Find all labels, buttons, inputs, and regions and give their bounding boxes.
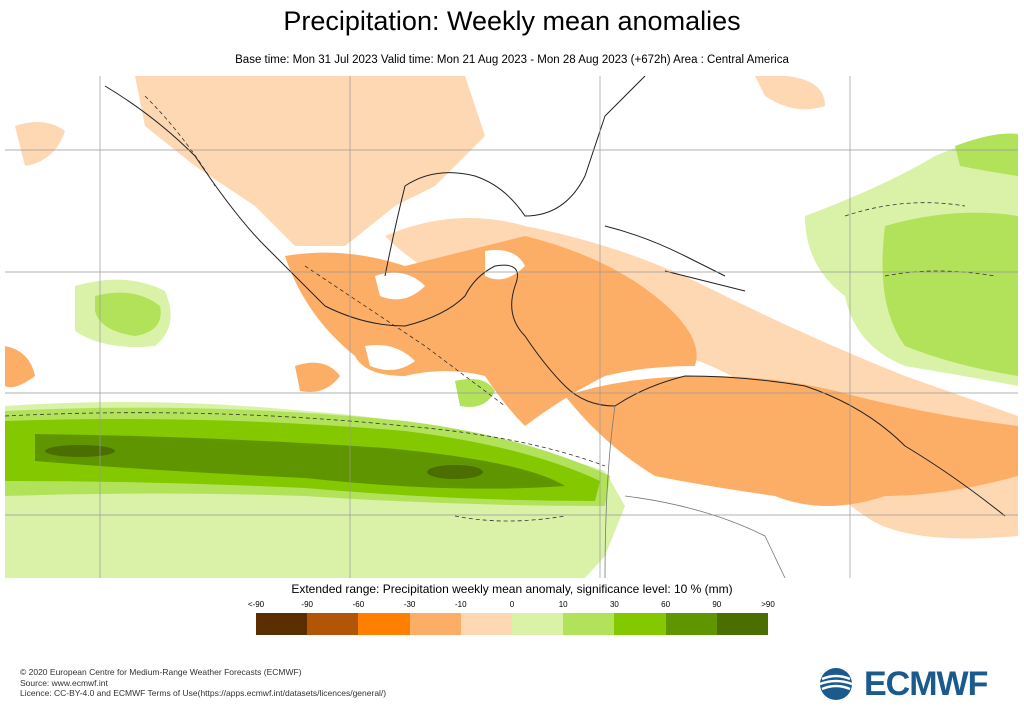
legend-tick-label: >90 — [761, 600, 775, 609]
legend-colorbar — [256, 613, 769, 635]
source-text: Source: www.ecmwf.int — [20, 677, 108, 688]
legend-tick-label: 10 — [558, 600, 568, 609]
legend-tick-label: -90 — [301, 600, 313, 609]
negative-anomaly-light — [135, 76, 485, 246]
legend-tick-label: <-90 — [247, 600, 265, 609]
legend-swatch — [563, 613, 615, 635]
ecmwf-logo-text: ECMWF — [864, 664, 988, 703]
legend-tick-label: -10 — [455, 600, 467, 609]
legend-tick-label: -60 — [352, 600, 365, 609]
graticule — [5, 76, 1018, 578]
legend-swatch — [614, 613, 666, 635]
legend-title: Extended range: Precipitation weekly mea… — [291, 582, 733, 596]
legend-swatch — [358, 613, 410, 635]
legend-swatch — [409, 613, 461, 635]
legend-tick-label: 60 — [661, 600, 671, 609]
chart-title: Precipitation: Weekly mean anomalies — [283, 6, 741, 36]
legend-swatch — [512, 613, 564, 635]
legend-tick-label: -30 — [403, 600, 416, 609]
footer: © 2020 European Centre for Medium-Range … — [20, 667, 386, 699]
legend-tick-label: 90 — [712, 600, 722, 609]
legend-tick-label: 0 — [509, 600, 515, 609]
precipitation-anomaly-map — [5, 76, 1018, 578]
legend-swatch — [716, 613, 769, 635]
legend-labels: <-90 -90 -60 -30 -10 0 10 30 60 90 >90 — [0, 600, 1024, 612]
legend-swatch — [307, 613, 359, 635]
legend-swatch — [256, 613, 308, 635]
legend-swatch — [460, 613, 513, 635]
ecmwf-logo-icon — [819, 668, 853, 700]
copyright-text: © 2020 European Centre for Medium-Range … — [20, 667, 302, 677]
legend-swatch — [665, 613, 717, 635]
licence-text: Licence: CC-BY-4.0 and ECMWF Terms of Us… — [20, 688, 387, 698]
legend-tick-label: 30 — [609, 600, 619, 609]
chart-subtitle: Base time: Mon 31 Jul 2023 Valid time: M… — [235, 54, 789, 66]
ecmwf-logo: ECMWF — [814, 664, 1009, 703]
